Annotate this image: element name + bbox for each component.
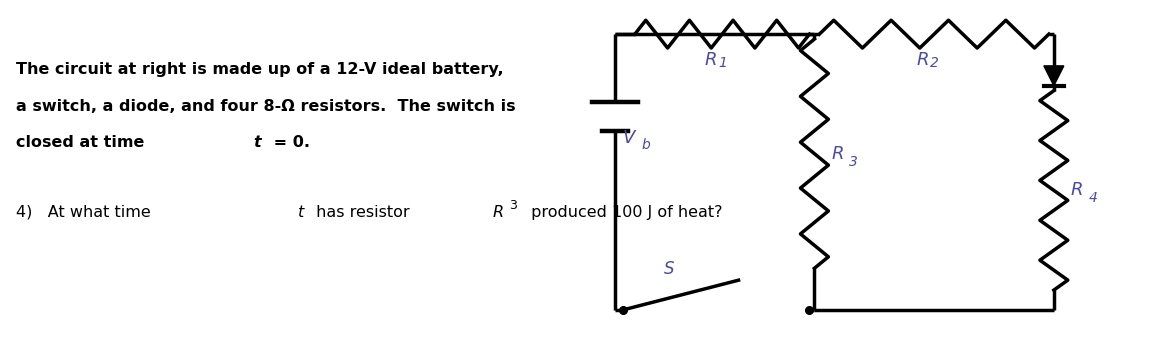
Text: 1: 1 xyxy=(718,56,728,70)
Text: t: t xyxy=(297,205,304,220)
Text: produced 100 J of heat?: produced 100 J of heat? xyxy=(526,205,723,220)
Text: 3: 3 xyxy=(510,199,517,212)
Text: S: S xyxy=(664,260,675,278)
Text: R: R xyxy=(492,205,504,220)
Text: 3: 3 xyxy=(849,155,858,169)
Text: 4)   At what time: 4) At what time xyxy=(16,205,156,220)
Text: R: R xyxy=(704,51,717,69)
Polygon shape xyxy=(1043,66,1064,86)
Text: R: R xyxy=(917,51,929,69)
Text: = 0.: = 0. xyxy=(267,135,310,150)
Text: t: t xyxy=(254,135,262,150)
Text: R: R xyxy=(831,145,844,163)
Text: The circuit at right is made up of a 12-V ideal battery,: The circuit at right is made up of a 12-… xyxy=(16,62,504,77)
Text: b: b xyxy=(642,138,650,152)
Text: closed at time: closed at time xyxy=(16,135,150,150)
Text: has resistor: has resistor xyxy=(310,205,414,220)
Text: V: V xyxy=(623,129,635,147)
Text: R: R xyxy=(1071,181,1084,199)
Text: a switch, a diode, and four 8-Ω resistors.  The switch is: a switch, a diode, and four 8-Ω resistor… xyxy=(16,98,517,114)
Text: 2: 2 xyxy=(930,56,939,70)
Text: 4: 4 xyxy=(1088,191,1098,205)
